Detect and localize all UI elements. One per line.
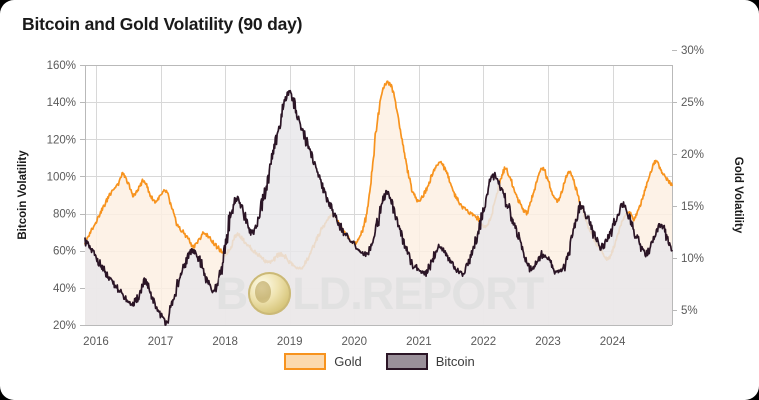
- chart-legend: Gold Bitcoin: [0, 353, 759, 370]
- axis-tick-bottom: 2018: [212, 336, 238, 348]
- axis-label-right: Gold Volatility: [732, 157, 744, 234]
- axis-tick-left: 120%: [47, 134, 76, 146]
- legend-item-bitcoin[interactable]: Bitcoin: [385, 353, 475, 370]
- axis-tick-bottom: 2023: [535, 336, 561, 348]
- page-title: Bitcoin and Gold Volatility (90 day): [22, 14, 303, 34]
- legend-swatch-gold: [284, 353, 327, 370]
- axis-tick-bottom: 2017: [148, 336, 174, 348]
- axis-tick-right: 5%: [681, 305, 698, 317]
- axis-tick-left: 20%: [53, 320, 76, 332]
- axis-tick-left: 160%: [47, 60, 76, 72]
- legend-label-bitcoin: Bitcoin: [435, 354, 475, 369]
- series-line-gold: [84, 80, 673, 270]
- axis-tick-left: 80%: [53, 209, 76, 221]
- axis-tick-right: 15%: [681, 201, 704, 213]
- series-line-bitcoin: [84, 89, 673, 326]
- axis-tick-left: 140%: [47, 97, 76, 109]
- series-area-bitcoin: [85, 90, 672, 325]
- axis-tick-bottom: 2016: [83, 336, 109, 348]
- axis-tick-bottom: 2019: [277, 336, 303, 348]
- legend-item-gold[interactable]: Gold: [284, 353, 362, 370]
- axis-tick-left: 100%: [47, 171, 76, 183]
- axis-tick-left: 60%: [53, 246, 76, 258]
- axis-tick-right: 25%: [681, 97, 704, 109]
- axis-tick-left: 40%: [53, 283, 76, 295]
- axis-tick-right: 10%: [681, 253, 704, 265]
- axis-tick-right: 30%: [681, 45, 704, 57]
- axis-tick-bottom: 2022: [471, 336, 497, 348]
- axis-label-left: Bitcoin Volatility: [17, 150, 29, 240]
- axis-tick-bottom: 2020: [341, 336, 367, 348]
- legend-label-gold: Gold: [334, 354, 362, 369]
- axis-tick-bottom: 2024: [600, 336, 626, 348]
- axis-tick-right: 20%: [681, 149, 704, 161]
- axis-tick-bottom: 2021: [406, 336, 432, 348]
- legend-swatch-bitcoin: [385, 353, 428, 370]
